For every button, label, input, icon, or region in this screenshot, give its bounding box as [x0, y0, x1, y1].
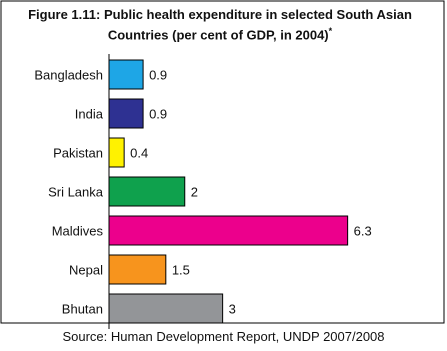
bar-bangladesh — [108, 59, 144, 90]
value-label: 0.9 — [149, 107, 167, 122]
outer-border — [0, 0, 445, 324]
chart-title-text: Figure 1.11: Public health expenditure i… — [28, 7, 412, 43]
value-label: 2 — [191, 185, 198, 200]
bars-layer: Bangladesh 0.9 India 0.9 Pakistan 0.4 Sri Lank… — [34, 59, 372, 324]
category-label: Maldives — [52, 224, 104, 239]
category-label: Bhutan — [62, 302, 103, 317]
bar-sri-lanka — [108, 176, 186, 207]
bar-pakistan — [108, 137, 125, 168]
value-label: 1.5 — [172, 263, 190, 278]
category-label: Bangladesh — [34, 68, 103, 83]
title-footnote-marker: * — [328, 26, 333, 36]
category-label: Nepal — [69, 263, 103, 278]
value-label: 6.3 — [354, 224, 372, 239]
value-label: 0.4 — [130, 146, 148, 161]
value-label: 3 — [229, 302, 236, 317]
category-label: India — [75, 107, 104, 122]
bar-nepal — [108, 254, 167, 285]
bar-bhutan — [108, 293, 224, 324]
source-note: Source: Human Development Report, UNDP 2… — [62, 329, 385, 344]
category-label: Pakistan — [53, 146, 103, 161]
value-label: 0.9 — [149, 68, 167, 83]
bar-maldives — [108, 215, 349, 246]
chart-title: Figure 1.11: Public health expenditure i… — [0, 6, 440, 43]
category-label: Sri Lanka — [48, 185, 104, 200]
bar-india — [108, 98, 144, 129]
